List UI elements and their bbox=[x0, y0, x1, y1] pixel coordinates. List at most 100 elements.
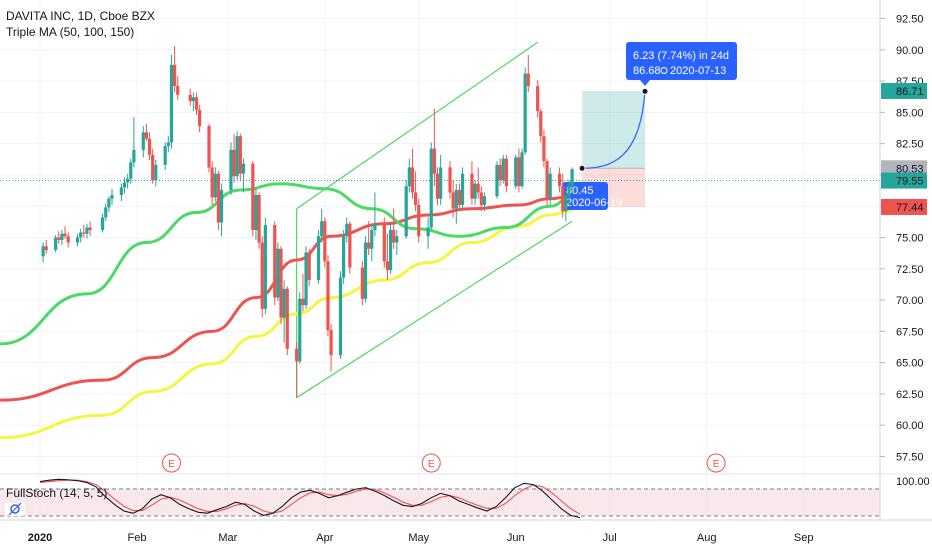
candle bbox=[176, 76, 180, 100]
earnings-label: E bbox=[428, 459, 435, 470]
candle-body bbox=[460, 173, 465, 205]
candle bbox=[219, 183, 224, 237]
candle bbox=[273, 221, 277, 306]
time-axis[interactable]: 2020 Feb Mar Apr May Jun Jul Aug Sep bbox=[28, 532, 814, 544]
candle-body bbox=[304, 252, 308, 306]
candle bbox=[263, 217, 267, 314]
long-position-tool[interactable]: 6.23 (7.74%) in 24d 86.68 2020-07-13 80.452… bbox=[562, 42, 737, 210]
candle bbox=[367, 221, 371, 256]
candle bbox=[548, 167, 552, 205]
candlestick-series[interactable] bbox=[41, 46, 574, 398]
candle-body bbox=[251, 163, 255, 230]
candle bbox=[282, 280, 286, 343]
settings-icon[interactable] bbox=[5, 502, 25, 516]
candle bbox=[107, 196, 111, 213]
candle bbox=[329, 323, 333, 372]
candle-body bbox=[101, 217, 105, 230]
candle-body bbox=[432, 148, 436, 174]
candle bbox=[304, 246, 308, 309]
candle-body bbox=[188, 94, 192, 102]
candle bbox=[44, 240, 48, 254]
candle bbox=[235, 131, 239, 180]
candle-body bbox=[172, 64, 177, 87]
full-stochastic bbox=[39, 478, 581, 519]
candle bbox=[326, 255, 330, 337]
candle-body bbox=[176, 86, 180, 95]
candle bbox=[75, 233, 80, 247]
price-label-last: 79.55 bbox=[881, 172, 927, 189]
candle bbox=[198, 104, 202, 133]
candle bbox=[570, 167, 574, 193]
candle-body bbox=[285, 288, 289, 349]
candle-body bbox=[57, 237, 61, 241]
candle bbox=[382, 217, 386, 268]
candle bbox=[561, 173, 565, 218]
candle bbox=[429, 142, 433, 230]
candle-body bbox=[232, 149, 236, 177]
candle-body bbox=[63, 233, 67, 237]
candle-body bbox=[435, 173, 440, 199]
candle-body bbox=[241, 163, 246, 174]
candle-body bbox=[191, 97, 195, 102]
candle-body bbox=[60, 233, 64, 241]
y-tick-label: 85.00 bbox=[896, 107, 924, 119]
forecast-start-date: 2020-06-19 bbox=[566, 197, 622, 209]
candle bbox=[122, 177, 127, 194]
candle bbox=[360, 261, 364, 306]
candle-body bbox=[207, 126, 211, 168]
candle-body bbox=[557, 173, 562, 187]
candle bbox=[129, 158, 133, 184]
candle bbox=[119, 183, 123, 202]
chart-title[interactable]: DAVITA INC, 1D, Cboe BZX bbox=[6, 9, 155, 23]
candle-body bbox=[44, 246, 48, 251]
x-tick-label: Apr bbox=[316, 532, 333, 544]
candle-body bbox=[454, 189, 458, 209]
forecast-curve bbox=[582, 91, 646, 169]
y-tick-label: 65.00 bbox=[896, 358, 924, 370]
candle bbox=[276, 242, 280, 302]
candle-body bbox=[342, 236, 346, 278]
candle bbox=[545, 158, 549, 205]
price-label-box bbox=[881, 82, 927, 99]
x-tick-label: May bbox=[408, 532, 429, 544]
candle bbox=[207, 123, 211, 173]
candle bbox=[60, 229, 64, 246]
candle-body bbox=[367, 242, 371, 249]
candle-body bbox=[470, 173, 474, 199]
indicator-legend[interactable]: Triple MA (50, 100, 150) bbox=[6, 25, 134, 39]
candle bbox=[457, 183, 462, 212]
candle-body bbox=[166, 142, 170, 147]
forecast-start-point bbox=[578, 164, 586, 172]
candle-body bbox=[235, 136, 239, 177]
candle-body bbox=[410, 167, 415, 193]
candle-body bbox=[407, 167, 411, 187]
candle-body bbox=[426, 227, 430, 237]
oscillator-legend[interactable]: FullStoch (14, 5, 5) bbox=[6, 486, 107, 500]
candle-body bbox=[382, 223, 386, 262]
candle-body bbox=[229, 149, 233, 190]
candle bbox=[473, 179, 477, 205]
candle bbox=[479, 186, 483, 212]
candle bbox=[251, 161, 255, 237]
candle-body bbox=[151, 154, 155, 180]
y-tick-label: 92.50 bbox=[896, 14, 924, 26]
candle-body bbox=[41, 246, 45, 257]
candle-body bbox=[263, 224, 267, 309]
earnings-marker: E bbox=[161, 453, 181, 473]
candle bbox=[564, 192, 568, 222]
candle bbox=[414, 171, 418, 212]
candle bbox=[101, 213, 105, 233]
candle-body bbox=[520, 152, 524, 187]
price-label-entry: 80.53 bbox=[881, 160, 927, 177]
candle-body bbox=[82, 232, 86, 234]
candle-body bbox=[373, 223, 377, 230]
candle-body bbox=[75, 237, 80, 243]
stoch-upper-label: 100.00 bbox=[896, 476, 930, 488]
candle bbox=[147, 132, 152, 160]
candle bbox=[388, 223, 393, 274]
earnings-circle bbox=[706, 453, 726, 473]
candle bbox=[216, 171, 221, 230]
